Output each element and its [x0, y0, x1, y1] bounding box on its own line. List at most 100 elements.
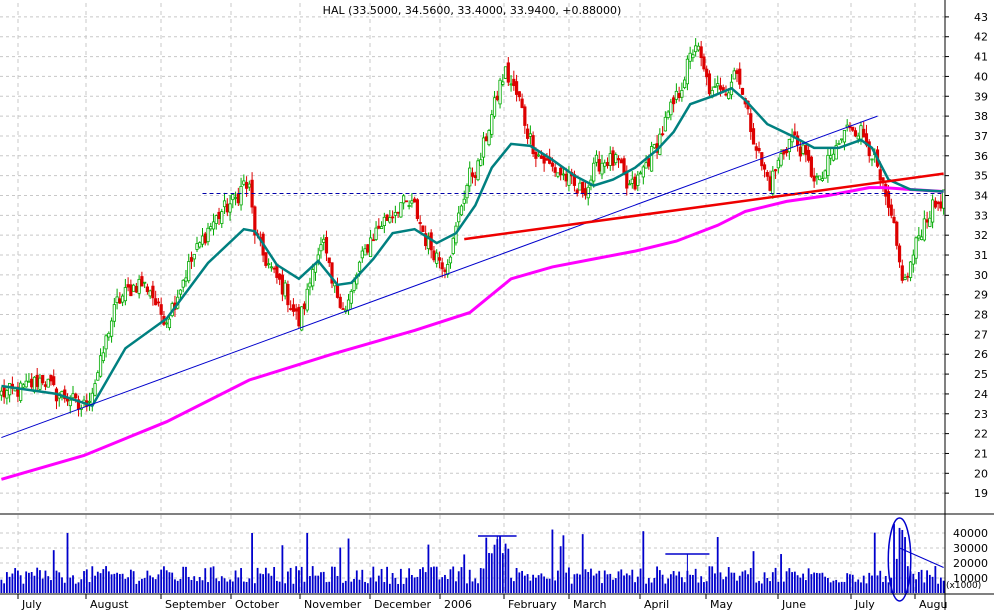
volume-bar [523, 575, 526, 593]
volume-bar [846, 573, 849, 593]
candle-body [468, 167, 472, 187]
candle-body [264, 252, 268, 266]
candle-body [341, 308, 345, 310]
volume-bar [821, 572, 824, 593]
time-tick-label: December [374, 598, 432, 610]
candle-body [377, 225, 381, 229]
volume-bar [493, 544, 496, 593]
candle-body [564, 173, 568, 182]
candle-body [705, 68, 709, 78]
candle-body [104, 335, 108, 350]
candle-body [5, 390, 9, 399]
volume-bar [749, 568, 752, 593]
candle-body [109, 320, 114, 337]
volume-bar [314, 575, 317, 593]
candle-body [410, 200, 414, 204]
time-tick-label: July [21, 598, 42, 610]
candle-body [481, 137, 486, 158]
candle-body [368, 237, 373, 257]
candle-body [526, 128, 530, 139]
volume-bar [449, 569, 452, 593]
volume-bar [529, 580, 532, 593]
volume-bar [149, 575, 152, 593]
volume-bar [171, 572, 174, 593]
volume-bar [700, 576, 703, 593]
candle-body [804, 145, 808, 155]
volume-bar [479, 568, 482, 593]
candle-body [738, 68, 742, 85]
candle-body [65, 398, 70, 402]
volume-bar [215, 578, 218, 593]
volume-bar [55, 570, 58, 593]
volume-bar [3, 583, 6, 593]
volume-bar [716, 537, 719, 593]
volume-bar [904, 537, 906, 593]
candle-body [523, 106, 527, 126]
volume-tick-label: 20000 [953, 557, 988, 570]
volume-bar [91, 566, 94, 593]
volume-bar [369, 577, 372, 593]
volume-bar [11, 573, 14, 593]
candle-body [661, 133, 665, 136]
candle-body [669, 101, 673, 116]
volume-bar [366, 583, 369, 593]
volume-bar [871, 575, 873, 593]
candle-body [509, 83, 513, 86]
volume-bar [422, 567, 424, 593]
volume-bar [579, 574, 581, 593]
volume-bar [333, 566, 336, 593]
candle-body [685, 58, 689, 85]
volume-bar [829, 582, 832, 593]
candle-body [198, 242, 202, 248]
candle-body [145, 286, 149, 293]
volume-bar [441, 577, 444, 593]
candle-body [68, 399, 72, 407]
candle-body [561, 173, 566, 176]
volume-bar [471, 581, 474, 593]
candle-body [812, 175, 816, 182]
volume-bar [612, 579, 614, 593]
candle-body [134, 286, 138, 293]
volume-bar [237, 577, 240, 593]
candle-body [735, 70, 739, 74]
candle-body [338, 296, 342, 308]
volume-bar [204, 568, 207, 593]
volume-bar [320, 572, 322, 593]
volume-bar [110, 574, 113, 593]
volume-bar [270, 575, 273, 593]
volume-bar [760, 583, 763, 593]
volume-bar [253, 583, 256, 593]
volume-bar [372, 566, 375, 593]
volume-bar [342, 582, 344, 593]
candle-body [801, 144, 805, 154]
volume-bar [424, 572, 427, 593]
candle-body [335, 284, 340, 298]
volume-bar [402, 583, 405, 593]
candle-body [27, 380, 31, 383]
candle-body [550, 162, 554, 167]
candle-body [346, 299, 351, 311]
volume-bar [375, 581, 377, 593]
candle-body [933, 200, 937, 208]
candle-body [165, 322, 169, 325]
volume-bar [931, 576, 934, 593]
volume-bar [39, 570, 41, 593]
candle-body [702, 56, 706, 70]
candle-body [154, 298, 158, 306]
volume-bar [160, 569, 163, 593]
candle-body [688, 52, 692, 62]
volume-bar [766, 577, 769, 593]
candle-body [674, 90, 678, 100]
candle-body [636, 174, 640, 186]
volume-bar [463, 554, 466, 593]
candle-body [479, 159, 483, 166]
candle-body [35, 374, 39, 387]
candle-body [404, 200, 408, 203]
volume-bar [306, 533, 309, 593]
candle-body [672, 97, 676, 105]
volume-bar [667, 578, 670, 593]
volume-bar [193, 576, 196, 593]
candle-body [520, 98, 524, 108]
volume-bar [810, 574, 813, 593]
candle-body [567, 171, 571, 186]
